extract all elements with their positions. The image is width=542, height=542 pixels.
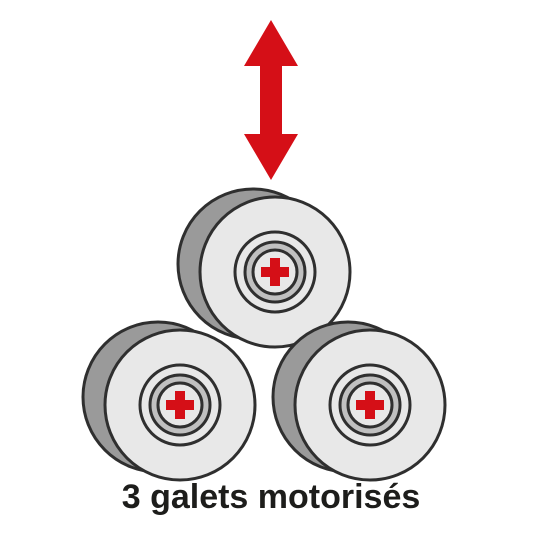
diagram-canvas: 3 galets motorisés	[0, 0, 542, 542]
caption-text: 3 galets motorisés	[0, 478, 542, 517]
vertical-double-arrow-icon	[244, 20, 298, 180]
roller-2	[79, 318, 259, 484]
roller-3	[269, 318, 449, 484]
